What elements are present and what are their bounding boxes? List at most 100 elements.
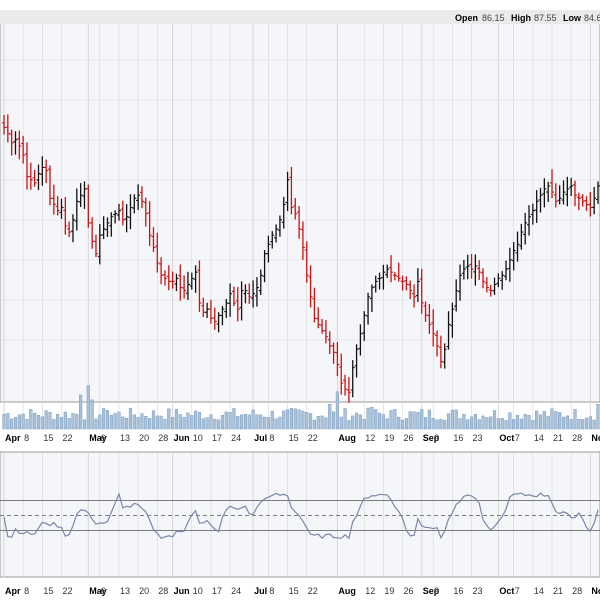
volume-bar	[305, 412, 309, 430]
volume-bar	[381, 414, 385, 430]
volume-bar	[297, 409, 301, 430]
volume-bar	[358, 414, 362, 430]
volume-bar	[443, 419, 447, 430]
x-tick-label: Nov	[591, 586, 600, 596]
ohlc-bar	[251, 280, 256, 308]
ohlc-bar	[308, 265, 313, 308]
volume-bar	[86, 385, 90, 430]
ohlc-bar	[93, 234, 98, 258]
ohlc-bar	[565, 176, 570, 207]
volume-bar	[40, 416, 44, 430]
volume-bar	[366, 407, 370, 430]
volume-bar	[504, 420, 508, 430]
volume-bar	[182, 417, 186, 430]
volume-bar	[243, 413, 248, 430]
volume-bar	[33, 412, 37, 430]
ohlc-bar	[40, 156, 45, 186]
ohlc-bar	[481, 268, 486, 289]
volume-bar	[48, 411, 52, 430]
ohlc-bar	[285, 171, 290, 212]
volume-bar	[446, 413, 451, 430]
volume-bar	[148, 418, 152, 430]
volume-bar	[205, 417, 209, 430]
volume-bar	[255, 414, 259, 430]
volume-bar	[17, 414, 21, 430]
ohlc-bar	[151, 227, 156, 253]
volume-bar	[332, 411, 336, 430]
ohlc-bar	[465, 254, 470, 280]
ohlc-bar	[461, 259, 466, 280]
ohlc-bar	[74, 188, 79, 231]
ohlc-bar	[511, 242, 516, 271]
volume-bar	[278, 416, 282, 430]
ohlc-bar	[553, 183, 558, 208]
x-tick-label: 16	[453, 586, 463, 596]
volume-bar	[10, 418, 14, 430]
open-value: 86.15	[482, 13, 505, 23]
ohlc-bar	[47, 165, 52, 206]
ohlc-bar	[381, 264, 386, 290]
ohlc-bar	[212, 307, 217, 330]
ohlc-bar	[136, 184, 141, 210]
x-tick-label: 17	[212, 433, 222, 443]
ohlc-bar	[304, 241, 309, 283]
ohlc-bar	[458, 264, 463, 301]
x-tick-label: 10	[193, 586, 203, 596]
volume-bar	[431, 418, 435, 430]
ohlc-bar	[362, 311, 367, 341]
volume-bar	[561, 416, 566, 430]
ohlc-bar	[235, 287, 240, 322]
volume-bar	[558, 412, 562, 430]
ohlc-bar	[24, 142, 29, 190]
volume-bar	[469, 416, 474, 430]
ohlc-bar	[415, 268, 420, 302]
volume-bar	[519, 418, 523, 430]
volume-bar	[554, 411, 558, 430]
volume-bar	[439, 419, 443, 430]
volume-bar	[240, 414, 244, 430]
volume-bar	[13, 417, 18, 430]
x-tick-label: 26	[404, 433, 414, 443]
volume-bar	[427, 409, 431, 430]
ohlc-bar	[389, 255, 394, 283]
ohlc-bar	[270, 231, 275, 249]
volume-bar	[178, 414, 182, 430]
volume-bar	[117, 411, 121, 430]
volume-bar	[82, 419, 87, 430]
ohlc-bar	[346, 377, 351, 403]
ohlc-bar	[492, 277, 497, 295]
volume-bar	[289, 408, 293, 430]
ohlc-bar	[312, 287, 317, 323]
ohlc-bar	[557, 185, 562, 205]
volume-bar	[374, 409, 378, 430]
volume-bar	[159, 415, 163, 430]
ohlc-bar	[36, 164, 41, 191]
rsi-line	[3, 492, 599, 540]
x-tick-label: 6	[101, 586, 106, 596]
ohlc-bar	[484, 277, 489, 293]
volume-bar	[174, 409, 179, 430]
x-tick-label: 14	[534, 586, 544, 596]
x-tick-label: 9	[434, 586, 439, 596]
volume-bar	[109, 414, 113, 430]
x-tick-label: 16	[453, 433, 463, 443]
ohlc-bar	[21, 135, 26, 164]
ohlc-bar	[523, 212, 528, 245]
ohlc-bar	[109, 212, 114, 237]
ohlc-bar	[297, 206, 302, 239]
ohlc-bar	[143, 197, 148, 227]
ohlc-bar	[44, 159, 49, 184]
volume-bar	[121, 416, 125, 430]
ohlc-bar	[588, 192, 593, 217]
ohlc-bar	[573, 180, 578, 207]
volume-bar	[477, 419, 481, 430]
volume-bar	[527, 414, 531, 430]
high-label: High	[511, 13, 531, 23]
ohlc-bar	[538, 187, 543, 213]
x-tick-label: 28	[158, 586, 168, 596]
volume-bar	[508, 412, 512, 430]
x-tick-label: 13	[120, 433, 130, 443]
ohlc-bar	[323, 320, 328, 344]
volume-bar	[515, 415, 520, 430]
volume-bar	[312, 419, 316, 430]
